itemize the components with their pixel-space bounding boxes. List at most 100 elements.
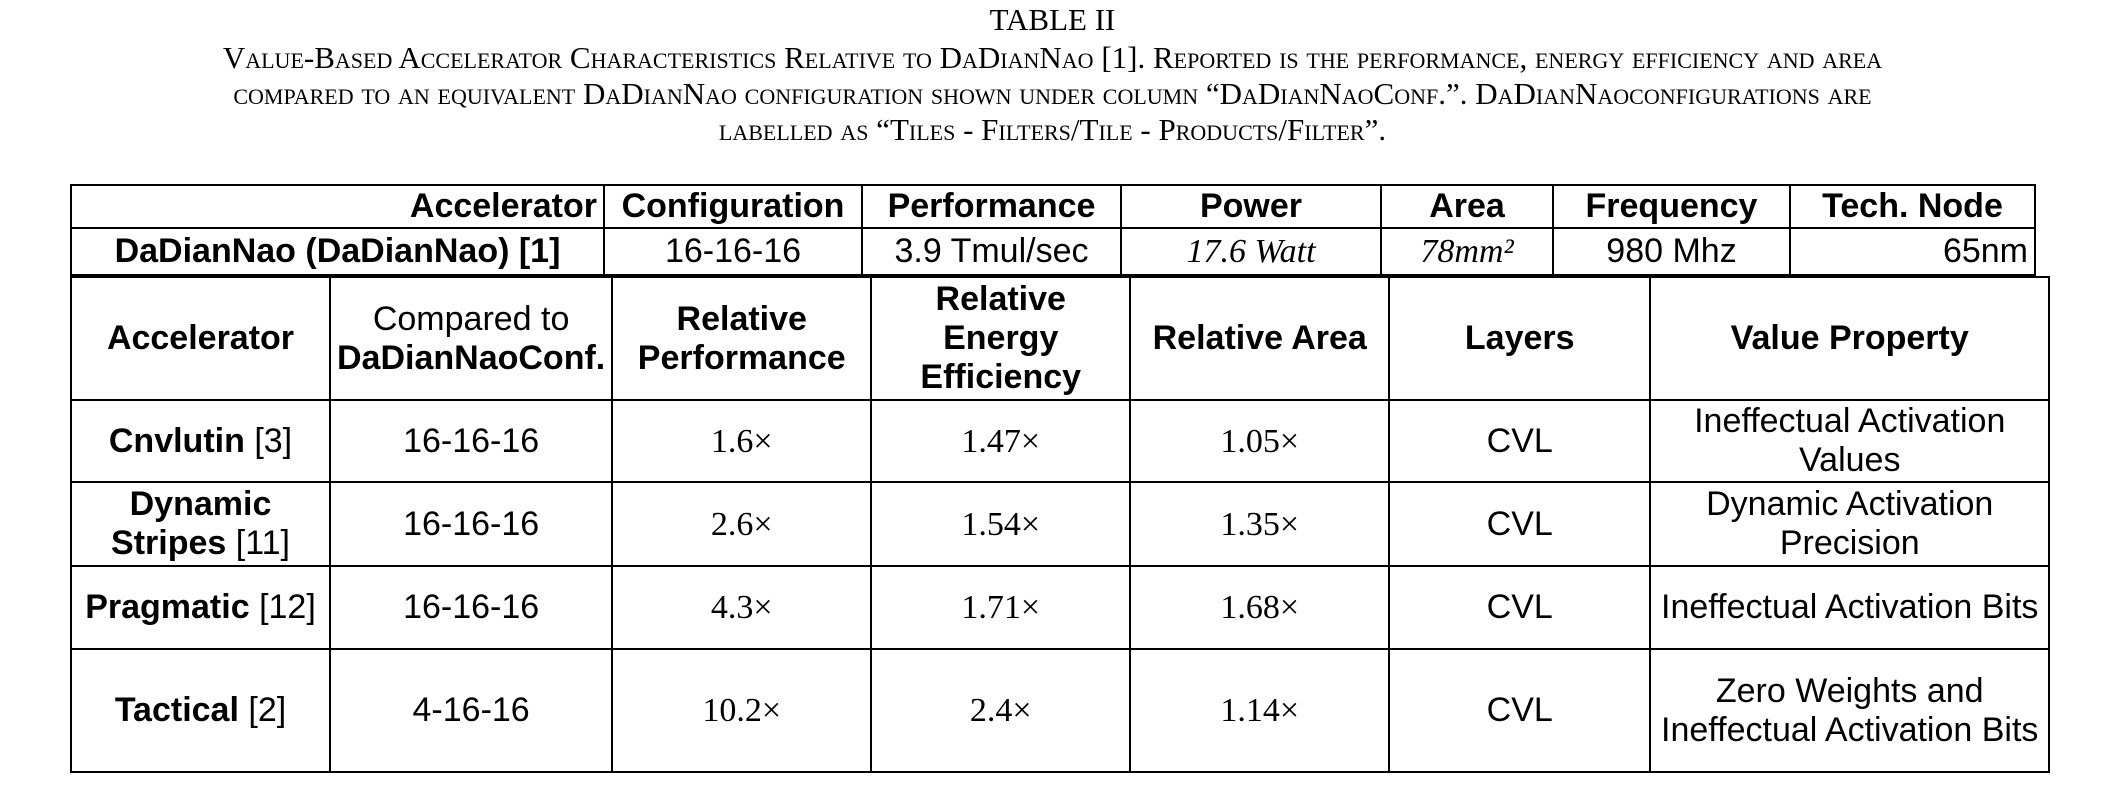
cell-text: Layers: [1464, 319, 1575, 357]
header-cell: Value Property: [1649, 276, 2051, 401]
cell: Dynamic Stripes [11]: [70, 481, 331, 567]
cell: CVL: [1388, 481, 1652, 567]
cell-text: Zero Weights and Ineffectual Activation …: [1661, 671, 2039, 749]
caption-line: Value-Based Accelerator Characteristics …: [222, 40, 1883, 75]
cell: 2.4×: [870, 648, 1132, 773]
cell: 1.6×: [611, 399, 873, 483]
cell-text: Compared to: [372, 299, 570, 338]
cell: 16-16-16: [328, 481, 614, 567]
caption-line: compared to an equivalent DaDianNao conf…: [233, 76, 1872, 111]
header-cell: Power: [1120, 184, 1382, 229]
cell-text: Performance: [887, 187, 1096, 225]
cell-text: DaDianNao (DaDianNao) [1]: [114, 232, 561, 270]
header-cell: Layers: [1388, 276, 1652, 401]
cell-text: 1.68×: [1220, 589, 1300, 626]
comparison-table: Accelerator Compared to DaDianNaoConf. Rel…: [70, 276, 2051, 773]
cell-text: 4.3×: [710, 589, 773, 626]
cell: 16-16-16: [603, 227, 863, 276]
cell-text: Pragmatic: [85, 588, 250, 626]
data-row: Pragmatic [12] 16-16-16 4.3× 1.71× 1.68× CVL I…: [70, 565, 2051, 650]
cell-text: Relative Performance: [637, 299, 846, 377]
cell: 78mm²: [1380, 227, 1554, 276]
cell-text: CVL: [1486, 691, 1553, 729]
cell-text: Relative Area: [1152, 319, 1367, 357]
header-cell: Frequency: [1552, 184, 1791, 229]
cell-text: [2]: [248, 691, 287, 729]
cell-text: 1.05×: [1220, 422, 1300, 460]
data-row: Cnvlutin [3] 16-16-16 1.6× 1.47× 1.05× CVL Ine…: [70, 399, 2051, 483]
cell-text: Value Property: [1730, 319, 1969, 357]
cell-text: 1.35×: [1220, 505, 1300, 543]
cell-text: Power: [1199, 187, 1303, 225]
cell-text: 1.71×: [961, 589, 1041, 626]
cell: CVL: [1388, 399, 1652, 483]
cell-text: DaDianNaoConf.: [337, 338, 606, 377]
cell: Tactical [2]: [70, 648, 331, 773]
cell-text: [11]: [235, 524, 290, 562]
cell-text: 16-16-16: [403, 504, 540, 543]
cell-text: 16-16-16: [664, 232, 802, 270]
cell: 1.54×: [870, 481, 1132, 567]
cell-text: Ineffectual Activation Values: [1694, 402, 2006, 479]
cell: 3.9 Tmul/sec: [861, 227, 1122, 276]
header-cell: Relative Energy Efficiency: [870, 276, 1132, 401]
cell: Dynamic Activation Precision: [1649, 481, 2051, 567]
data-row: DaDianNao (DaDianNao) [1] 16-16-16 3.9 Tmu…: [70, 227, 2036, 276]
cell: DaDianNao (DaDianNao) [1]: [70, 227, 605, 276]
header-cell: Relative Area: [1129, 276, 1391, 401]
cell-text: Dynamic Activation Precision: [1706, 485, 1994, 562]
cell: Zero Weights and Ineffectual Activation …: [1649, 648, 2051, 773]
cell-text: 2.4×: [969, 692, 1032, 729]
cell-text: 2.6×: [710, 505, 773, 543]
cell-text: [12]: [259, 588, 316, 626]
cell: Cnvlutin [3]: [70, 399, 331, 483]
cell-text: Tech. Node: [1822, 187, 2003, 225]
cell-text: 16-16-16: [403, 588, 540, 626]
cell-text: CVL: [1486, 504, 1553, 543]
table-label: TABLE II: [989, 2, 1116, 37]
cell-text: Area: [1429, 187, 1505, 225]
cell: 16-16-16: [328, 399, 614, 483]
header-row: Accelerator Configuration Performance Power…: [70, 184, 2036, 229]
cell: 65nm: [1789, 227, 2036, 276]
cell: 1.71×: [870, 565, 1132, 650]
header-cell: Performance: [861, 184, 1122, 229]
cell: 1.05×: [1129, 399, 1391, 483]
data-row: Tactical [2] 4-16-16 10.2× 2.4× 1.14× CVL Zero…: [70, 648, 2051, 773]
cell-text: Relative Energy Efficiency: [920, 280, 1082, 396]
cell: 10.2×: [611, 648, 873, 773]
cell-text: Cnvlutin: [108, 421, 245, 460]
cell-text: 17.6 Watt: [1186, 233, 1316, 270]
cell-text: 1.54×: [961, 505, 1041, 543]
cell-text: Ineffectual Activation Bits: [1661, 588, 2039, 626]
cell-text: 65nm: [1942, 232, 2028, 270]
cell-text: Frequency: [1585, 187, 1758, 225]
header-cell: Accelerator: [70, 276, 331, 401]
header-cell: Tech. Node: [1789, 184, 2036, 229]
cell-text: Accelerator: [409, 187, 597, 225]
cell-text: 10.2×: [702, 692, 782, 729]
header-row: Accelerator Compared to DaDianNaoConf. Rel…: [70, 276, 2051, 401]
cell-text: 4-16-16: [412, 691, 530, 729]
header-cell: Configuration: [603, 184, 863, 229]
cell-text: Tactical: [114, 691, 239, 729]
summary-table: Accelerator Configuration Performance Power…: [70, 184, 2036, 276]
header-cell: Relative Performance: [611, 276, 873, 401]
cell: 4-16-16: [328, 648, 614, 773]
cell: 16-16-16: [328, 565, 614, 650]
header-cell: Accelerator: [70, 184, 605, 229]
cell-text: 980 Mhz: [1606, 232, 1737, 270]
cell: CVL: [1388, 565, 1652, 650]
cell: 1.68×: [1129, 565, 1391, 650]
caption-line: labelled as “Tiles - Filters/Tile - Prod…: [718, 112, 1387, 147]
header-cell: Area: [1380, 184, 1554, 229]
cell-text: CVL: [1486, 421, 1553, 460]
cell: Ineffectual Activation Values: [1649, 399, 2051, 483]
cell-text: 1.47×: [961, 422, 1041, 460]
cell: Pragmatic [12]: [70, 565, 331, 650]
cell-text: 1.6×: [710, 422, 773, 460]
cell: 4.3×: [611, 565, 873, 650]
header-cell: Compared to DaDianNaoConf.: [328, 276, 614, 401]
cell: 1.35×: [1129, 481, 1391, 567]
